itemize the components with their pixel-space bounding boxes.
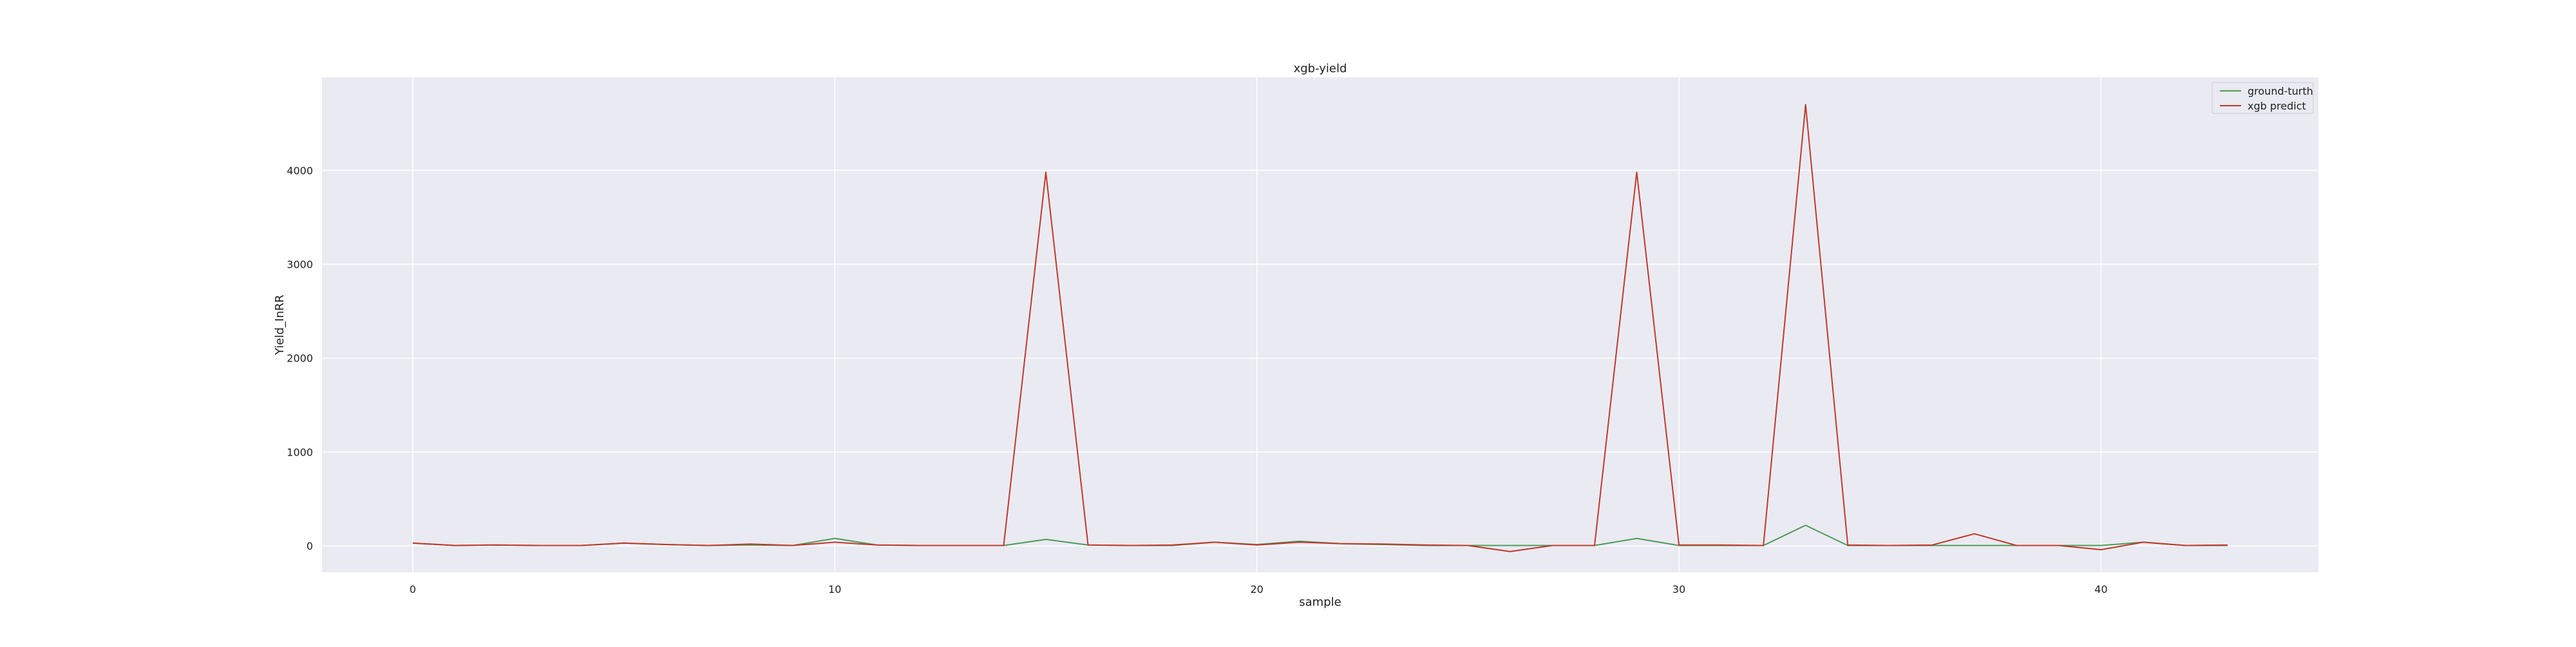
series-line-xgb-predict <box>412 104 2228 552</box>
x-tick-label: 30 <box>1672 583 1685 595</box>
x-axis-label: sample <box>1299 595 1341 609</box>
legend-label-xgb-predict: xgb predict <box>2248 100 2306 112</box>
y-axis-label: Yield_InRR <box>273 295 287 356</box>
x-tick-label: 10 <box>828 583 841 595</box>
plot-background <box>322 77 2318 572</box>
x-tick-label: 20 <box>1251 583 1264 595</box>
chart-title: xgb-yield <box>1294 62 1347 75</box>
legend: ground-turth xgb predict <box>2211 82 2314 114</box>
y-tick-label: 3000 <box>287 258 313 271</box>
y-tick-label: 0 <box>307 540 313 552</box>
x-tick-label: 0 <box>410 583 416 595</box>
y-tick-label: 2000 <box>287 352 313 365</box>
series-lines <box>412 104 2228 552</box>
y-tick-label: 1000 <box>287 446 313 458</box>
y-tick-label: 4000 <box>287 164 313 177</box>
gridlines <box>322 77 2318 572</box>
legend-label-ground-turth: ground-turth <box>2248 85 2313 97</box>
tick-labels: 0 10 20 30 40 0 1000 2000 3000 4000 <box>287 164 2107 595</box>
x-tick-label: 40 <box>2094 583 2107 595</box>
